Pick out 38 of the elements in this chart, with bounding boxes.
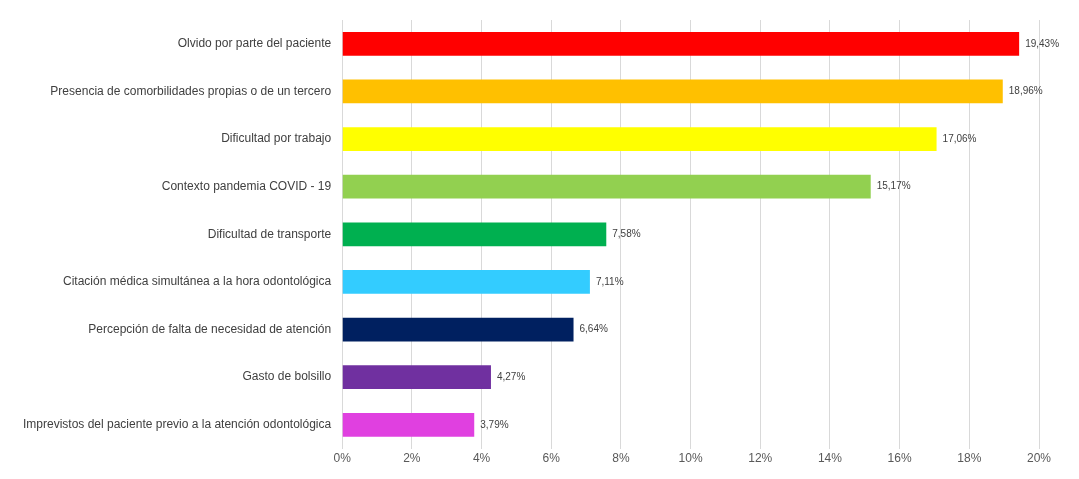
y-tick-label: Percepción de falta de necesidad de atención (88, 321, 332, 336)
y-tick-label: Gasto de bolsillo (242, 369, 332, 384)
bar (342, 412, 475, 437)
data-label: 15,17% (876, 180, 911, 192)
x-tick-label: 4% (472, 451, 491, 466)
y-tick-label: Olvido por parte del paciente (177, 36, 332, 51)
x-tick-label: 12% (748, 451, 773, 466)
y-tick-label: Citación médica simultánea a la hora odontológica (63, 274, 332, 289)
data-label: 3,79% (480, 418, 509, 430)
bar (342, 270, 590, 294)
bar (342, 174, 871, 199)
bar (342, 317, 574, 342)
y-tick-label: Imprevistos del paciente previo a la atención odontológica (22, 417, 332, 432)
x-tick-label: 10% (678, 451, 703, 466)
x-tick-label: 16% (887, 451, 912, 466)
bar (342, 365, 491, 390)
y-tick-label: Dificultad de transporte (207, 226, 332, 241)
y-tick-label: Contexto pandemia COVID - 19 (161, 178, 332, 193)
data-label: 4,27% (496, 370, 526, 382)
data-label: 18,96% (1008, 85, 1043, 97)
x-tick-label: 20% (1026, 451, 1052, 466)
bar (342, 79, 1003, 104)
x-tick-label: 8% (612, 451, 630, 466)
x-tick-label: 2% (403, 451, 421, 466)
bar (342, 127, 937, 151)
y-tick-label: Presencia de comorbilidades propias o de un tercero (50, 83, 332, 98)
bar (342, 222, 607, 247)
x-tick-label: 6% (542, 451, 561, 466)
data-label: 7,11% (595, 275, 624, 287)
x-tick-label: 14% (817, 451, 843, 466)
x-tick-label: 0% (333, 451, 352, 466)
data-label: 19,43% (1025, 37, 1060, 49)
y-tick-label: Dificultad por trabajo (221, 131, 332, 146)
data-label: 6,64% (579, 323, 608, 335)
x-tick-label: 18% (957, 451, 982, 466)
data-label: 17,06% (942, 132, 977, 144)
data-label: 7,58% (612, 228, 641, 240)
bar (342, 31, 1020, 56)
